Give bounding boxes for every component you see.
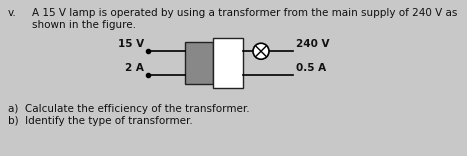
Circle shape [253,43,269,59]
Bar [185,42,213,84]
Text: 15 V: 15 V [118,39,144,49]
Text: a)  Calculate the efficiency of the transformer.: a) Calculate the efficiency of the trans… [8,104,250,114]
Text: 2 A: 2 A [125,63,144,73]
Text: 0.5 A: 0.5 A [296,63,326,73]
Text: v.: v. [8,8,17,18]
Text: shown in the figure.: shown in the figure. [32,20,136,30]
Text: 240 V: 240 V [296,39,330,49]
Text: b)  Identify the type of transformer.: b) Identify the type of transformer. [8,116,193,126]
Text: A 15 V lamp is operated by using a transformer from the main supply of 240 V as: A 15 V lamp is operated by using a trans… [32,8,457,18]
Bar [213,38,243,88]
